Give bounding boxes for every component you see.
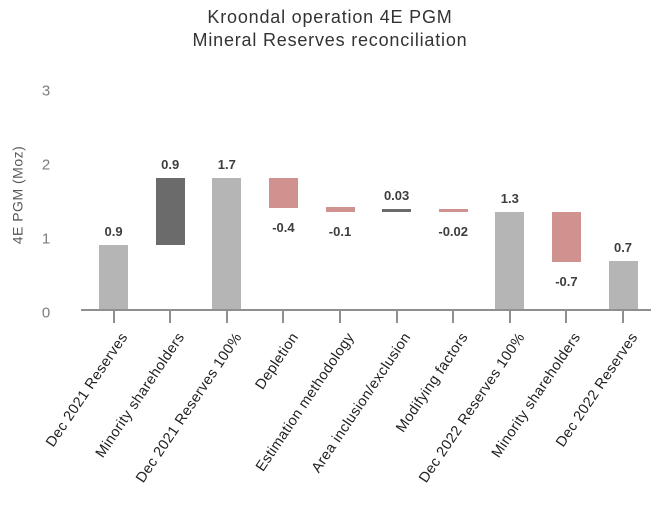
bar-value-label: 0.7 [613, 240, 633, 256]
waterfall-bar [438, 209, 468, 212]
waterfall-bar [551, 211, 581, 262]
x-axis-line [81, 309, 651, 311]
chart-title: Kroondal operation 4E PGM Mineral Reserv… [0, 6, 660, 52]
waterfall-bar [325, 207, 355, 213]
x-tick-mark [622, 310, 624, 323]
chart-title-line2: Mineral Reserves reconciliation [192, 30, 468, 50]
bar-value-label: 0.9 [161, 157, 180, 173]
y-tick-label: 3 [41, 82, 51, 100]
chart-title-line1: Kroondal operation 4E PGM [207, 7, 453, 27]
x-tick-mark [169, 310, 172, 323]
waterfall-bar [155, 178, 185, 245]
x-tick-mark [282, 310, 285, 323]
bar-value-label: -0.1 [328, 224, 352, 240]
x-category-label: Estimation methodology [253, 330, 359, 475]
x-tick-mark [395, 310, 398, 323]
bar-value-label: 0.9 [104, 223, 123, 239]
x-category-label: Dec 2022 Reserves 100% [415, 330, 529, 486]
y-tick-label: 2 [41, 156, 51, 174]
waterfall-bar [495, 211, 525, 310]
x-category-label: Area inclusion/exclusion [309, 330, 415, 476]
waterfall-bar [99, 244, 129, 310]
x-tick-mark [112, 310, 115, 323]
x-tick-mark [452, 310, 455, 323]
y-tick-label: 0 [41, 304, 51, 322]
bar-value-label: -0.02 [438, 223, 469, 239]
bar-value-label: 0.03 [383, 187, 410, 203]
x-tick-mark [565, 310, 568, 323]
x-tick-mark [508, 310, 511, 323]
waterfall-bar [608, 261, 638, 310]
bar-value-label: 1.3 [500, 190, 519, 206]
bar-value-label: -0.7 [555, 273, 578, 289]
x-category-label: Depletion [252, 330, 302, 393]
bar-value-label: 1.7 [217, 157, 236, 173]
waterfall-bar [212, 178, 242, 310]
x-category-label: Dec 2021 Reserves 100% [132, 330, 246, 486]
y-tick-label: 1 [41, 230, 51, 248]
waterfall-bar [268, 178, 298, 208]
x-tick-mark [339, 310, 341, 323]
bar-value-label: -0.4 [272, 219, 295, 235]
waterfall-bar [382, 208, 412, 212]
x-tick-mark [225, 310, 228, 323]
